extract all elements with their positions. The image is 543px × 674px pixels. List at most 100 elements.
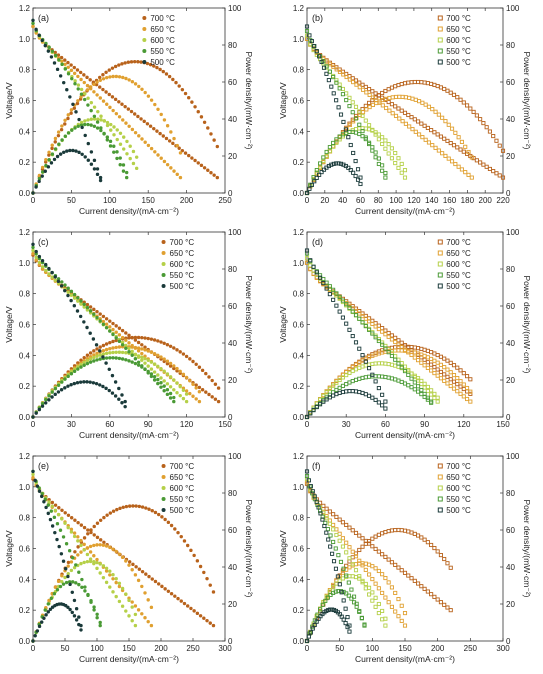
power-point [69, 383, 73, 387]
legend-label: 700 °C [446, 462, 471, 471]
power-point [46, 610, 50, 614]
power-point [144, 506, 148, 510]
power-point [354, 604, 359, 609]
power-point [347, 574, 352, 579]
voltage-point [304, 29, 310, 34]
power-point [149, 98, 154, 102]
x-tick-label: 60 [356, 196, 365, 205]
voltage-point [117, 584, 122, 589]
voltage-point [72, 304, 77, 308]
voltage-point [136, 360, 141, 364]
voltage-point [163, 587, 167, 591]
power-point [360, 110, 366, 115]
power-point [175, 348, 179, 352]
y-tick-label: 0.0 [293, 637, 305, 646]
voltage-point [114, 594, 118, 599]
power-point [175, 143, 179, 148]
voltage-point [370, 372, 375, 377]
legend-label: 700 °C [170, 462, 195, 471]
power-point [347, 122, 352, 128]
power-point [53, 136, 58, 141]
x-tick-label: 150 [122, 644, 136, 653]
power-point [79, 628, 83, 632]
power-point [162, 357, 166, 361]
power-point [66, 113, 70, 117]
voltage-point [370, 89, 375, 94]
voltage-point [367, 87, 372, 92]
voltage-point [179, 599, 183, 603]
voltage-point [83, 92, 87, 96]
power-point [435, 395, 440, 400]
voltage-point [393, 161, 398, 166]
voltage-point [383, 97, 388, 102]
power-point [380, 403, 385, 408]
power-point [346, 165, 351, 170]
voltage-point [134, 166, 139, 171]
voltage-point [60, 508, 64, 512]
y-tick-label: 0.4 [293, 127, 305, 136]
y-tick-label: 0.8 [293, 514, 305, 523]
voltage-point [124, 346, 128, 350]
voltage-point [47, 45, 51, 50]
voltage-point [327, 284, 332, 289]
power-point [389, 146, 394, 151]
voltage-point [426, 140, 432, 145]
voltage-point [445, 605, 450, 610]
power-point [357, 609, 362, 614]
voltage-point [386, 99, 391, 105]
voltage-point [197, 385, 202, 390]
power-point [56, 130, 61, 134]
legend-marker [142, 49, 147, 53]
voltage-point [69, 516, 74, 520]
voltage-point [423, 137, 428, 142]
power-point [47, 398, 51, 402]
power-point [73, 126, 77, 130]
voltage-point [327, 521, 332, 526]
voltage-point [360, 314, 365, 319]
y-tick-label: 0.4 [19, 127, 31, 136]
voltage-point [136, 608, 141, 612]
series-650 [31, 24, 183, 195]
voltage-point [74, 606, 79, 611]
power-point [363, 581, 368, 587]
power-point [383, 88, 388, 94]
power-point [85, 88, 90, 92]
power-point [367, 562, 372, 567]
power-point [60, 574, 64, 578]
voltage-point [140, 351, 144, 356]
power-point [370, 536, 375, 541]
voltage-point [330, 551, 335, 556]
power-point [432, 351, 437, 356]
voltage-point [140, 343, 144, 347]
voltage-point [72, 534, 77, 539]
voltage-point [98, 538, 103, 542]
power-point [121, 505, 125, 510]
power-point [367, 362, 372, 367]
power-point [44, 397, 48, 402]
voltage-point [92, 158, 97, 163]
voltage-point [198, 614, 203, 618]
voltage-point [312, 44, 317, 49]
power-point [72, 369, 77, 374]
power-point [76, 361, 80, 365]
power-point [393, 528, 398, 533]
voltage-point [129, 109, 134, 114]
voltage-point [353, 116, 359, 121]
power-point [89, 162, 94, 166]
power-point [416, 389, 421, 394]
voltage-point [63, 521, 67, 525]
voltage-point [68, 582, 72, 587]
voltage-point [425, 125, 430, 130]
power-point [171, 77, 175, 82]
power-point [156, 364, 160, 368]
voltage-point [324, 530, 329, 535]
voltage-point [455, 145, 460, 150]
voltage-point [143, 361, 147, 365]
voltage-point [146, 364, 150, 368]
voltage-point [357, 316, 362, 321]
power-point [75, 381, 80, 385]
voltage-point [380, 103, 385, 108]
power-point [347, 565, 352, 570]
power-point [353, 173, 358, 179]
voltage-point [130, 349, 134, 354]
